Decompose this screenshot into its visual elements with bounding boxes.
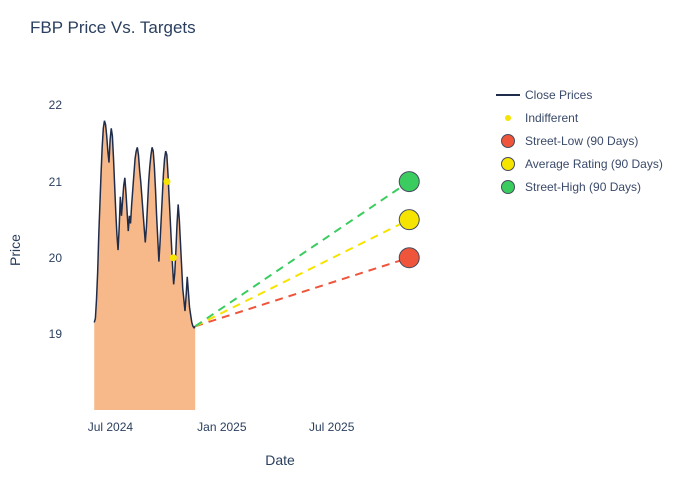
legend-dot-icon <box>505 115 511 121</box>
target-marker-low <box>399 248 419 268</box>
y-axis-label: Price <box>7 234 23 266</box>
legend-item: Street-High (90 Days) <box>495 177 663 197</box>
y-tick: 21 <box>49 175 62 189</box>
indifferent-dot <box>163 178 170 185</box>
legend: Close Prices Indifferent Street-Low (90 Da… <box>495 85 663 200</box>
legend-swatch <box>495 178 521 196</box>
target-line-avg <box>195 220 409 327</box>
legend-label: Indifferent <box>525 111 578 125</box>
y-axis: 19 20 21 22 <box>30 75 70 410</box>
legend-label: Street-High (90 Days) <box>525 180 641 194</box>
target-marker-high <box>399 172 419 192</box>
legend-dot-icon <box>501 134 515 148</box>
x-tick: Jan 2025 <box>197 420 246 434</box>
target-line-high <box>195 182 409 327</box>
target-marker-avg <box>399 210 419 230</box>
legend-item: Average Rating (90 Days) <box>495 154 663 174</box>
indifferent-dot <box>170 254 177 261</box>
legend-swatch <box>495 155 521 173</box>
chart-title: FBP Price Vs. Targets <box>30 18 196 38</box>
x-tick: Jul 2025 <box>309 420 354 434</box>
price-area <box>94 121 195 410</box>
legend-label: Average Rating (90 Days) <box>525 157 663 171</box>
y-tick: 20 <box>49 251 62 265</box>
x-axis-label: Date <box>265 452 295 468</box>
legend-dot-icon <box>501 157 515 171</box>
legend-item: Street-Low (90 Days) <box>495 131 663 151</box>
legend-label: Close Prices <box>525 88 592 102</box>
legend-line-icon <box>496 94 520 96</box>
y-tick: 22 <box>49 98 62 112</box>
legend-swatch <box>495 132 521 150</box>
y-tick: 19 <box>49 327 62 341</box>
legend-item: Indifferent <box>495 108 663 128</box>
legend-swatch <box>495 109 521 127</box>
x-axis: Jul 2024 Jan 2025 Jul 2025 <box>70 410 490 440</box>
legend-item: Close Prices <box>495 85 663 105</box>
legend-dot-icon <box>501 180 515 194</box>
legend-label: Street-Low (90 Days) <box>525 134 638 148</box>
x-tick: Jul 2024 <box>88 420 133 434</box>
legend-swatch <box>495 86 521 104</box>
plot-area <box>70 75 490 410</box>
target-line-low <box>195 258 409 327</box>
